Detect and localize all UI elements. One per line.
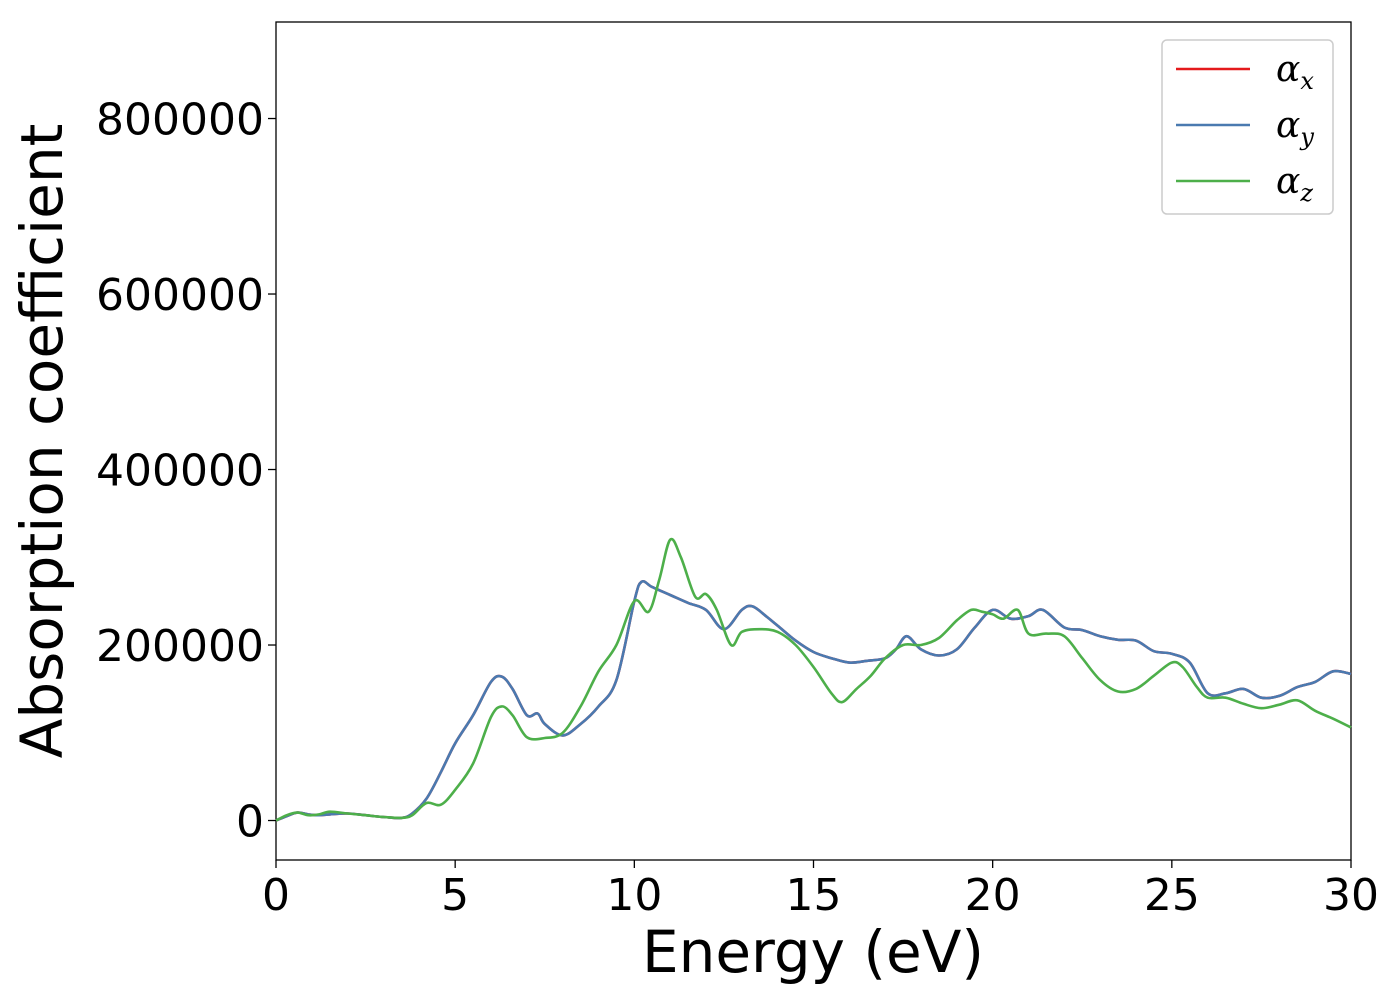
x-axis-ticks: 0 5 10 15 20 25 30 bbox=[262, 860, 1379, 921]
series-line-z bbox=[275, 537, 1352, 822]
x-tick-label: 5 bbox=[441, 870, 469, 921]
y-tick-label: 800000 bbox=[96, 95, 264, 146]
y-tick-label: 600000 bbox=[96, 270, 264, 321]
y-tick-label: 400000 bbox=[96, 446, 264, 497]
x-tick-label: 30 bbox=[1323, 870, 1379, 921]
x-tick-label: 25 bbox=[1144, 870, 1200, 921]
x-tick-label: 0 bbox=[262, 870, 290, 921]
y-axis-label: Absorption coefficient bbox=[8, 124, 76, 759]
y-axis-ticks: 0 200000 400000 600000 800000 bbox=[96, 95, 276, 848]
legend-box bbox=[1161, 39, 1334, 215]
series-layer bbox=[275, 537, 1352, 822]
series-line-y bbox=[275, 579, 1352, 822]
x-tick-label: 20 bbox=[965, 870, 1021, 921]
y-tick-label: 200000 bbox=[96, 621, 264, 672]
x-tick-label: 10 bbox=[606, 870, 662, 921]
x-tick-label: 15 bbox=[786, 870, 842, 921]
y-tick-label: 0 bbox=[236, 797, 264, 848]
x-axis-label: Energy (eV) bbox=[642, 918, 984, 986]
